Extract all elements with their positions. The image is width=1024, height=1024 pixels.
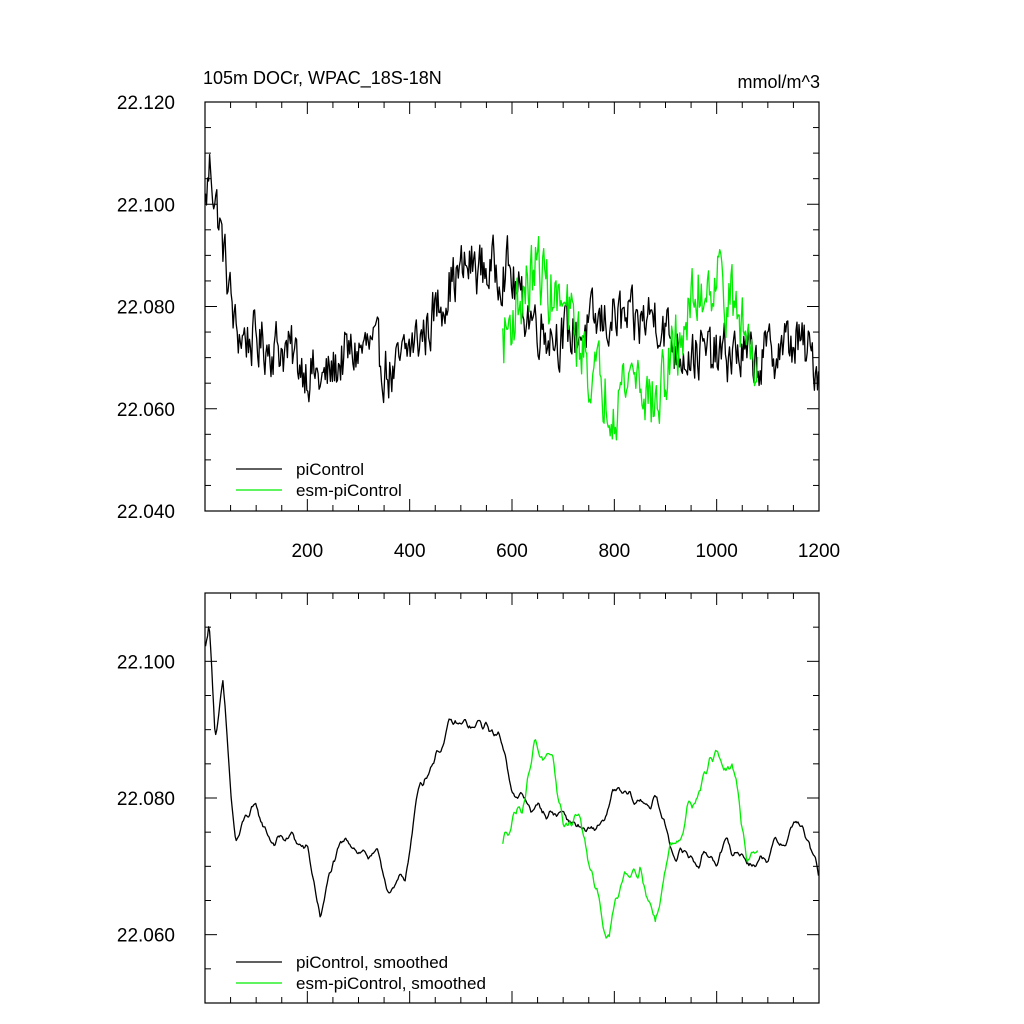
bottom-legend: piControl, smoothed esm-piControl, smoot…: [236, 953, 486, 993]
series-line-esm-picontrol: [502, 236, 759, 441]
units-label: mmol/m^3: [738, 72, 820, 92]
legend-label-picontrol: piControl: [296, 460, 364, 479]
y-tick-label: 22.120: [117, 93, 175, 114]
y-tick-label: 22.060: [117, 926, 175, 947]
legend-label-picontrol-smoothed: piControl, smoothed: [296, 953, 448, 972]
x-tick-label: 800: [598, 541, 630, 562]
bottom-axis-ticks: 22.060 22.080 22.100: [117, 592, 820, 1004]
x-tick-label: 1200: [798, 541, 840, 562]
y-tick-label: 22.080: [117, 298, 175, 319]
chart-title: 105m DOCr, WPAC_18S-18N: [203, 68, 442, 89]
y-tick-label: 22.060: [117, 400, 175, 421]
bottom-series-group: [204, 626, 820, 939]
legend-label-esm-picontrol: esm-piControl: [296, 481, 402, 500]
x-tick-label: 1000: [696, 541, 738, 562]
bottom-panel: 22.060 22.080 22.100 piControl, smoothed e…: [117, 592, 820, 1004]
top-panel: 105m DOCr, WPAC_18S-18N mmol/m^3 22.0402…: [117, 68, 840, 562]
series-line-esm-picontrol-smoothed: [502, 739, 759, 939]
x-tick-label: 400: [394, 541, 426, 562]
series-line-picontrol-smoothed: [204, 626, 820, 918]
top-legend: piControl esm-piControl: [236, 460, 402, 500]
y-tick-label: 22.100: [117, 195, 175, 216]
x-tick-label: 600: [496, 541, 528, 562]
legend-label-esm-picontrol-smoothed: esm-piControl, smoothed: [296, 974, 486, 993]
top-series-group: [204, 153, 820, 441]
top-axis-ticks: 22.040 22.060 22.080 22.100 22.120 200 400 600 8…: [117, 93, 840, 562]
y-tick-label: 22.040: [117, 502, 175, 523]
bottom-plot-frame: [204, 592, 820, 1004]
y-tick-label: 22.080: [117, 789, 175, 810]
series-line-picontrol: [204, 153, 820, 404]
x-tick-label: 200: [291, 541, 323, 562]
top-plot-frame: [204, 101, 820, 512]
y-tick-label: 22.100: [117, 652, 175, 673]
